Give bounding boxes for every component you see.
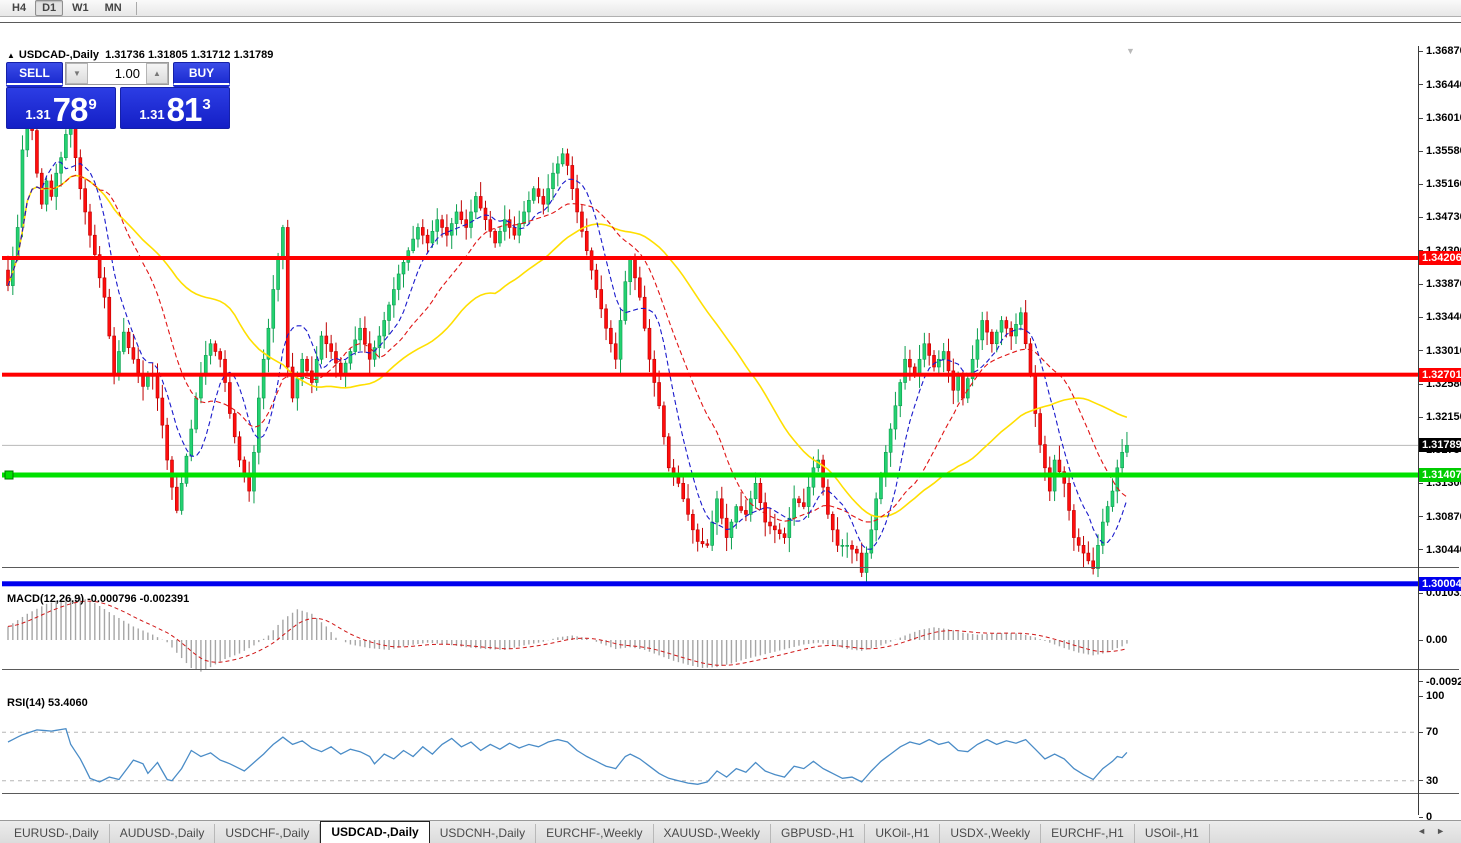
price-tick: 1.36870	[1419, 44, 1461, 58]
tab-scroll-left-icon[interactable]: ◄	[1417, 826, 1437, 836]
volume-input[interactable]	[88, 63, 146, 84]
chart-tab-gbpusd[interactable]: GBPUSD-,H1	[771, 824, 866, 843]
price-tick: 1.36440	[1419, 78, 1461, 92]
main-chart-canvas[interactable]	[2, 46, 1418, 589]
tab-scroll-right-icon[interactable]: ►	[1436, 826, 1455, 836]
timeframe-toolbar: H4 D1 W1 MN	[0, 0, 1461, 17]
chart-tab-usdx[interactable]: USDX-,Weekly	[940, 824, 1042, 843]
price-tick: 1.35160	[1419, 177, 1461, 191]
price-tick: 1.36010	[1419, 111, 1461, 125]
triangle-up-icon: ▲	[7, 51, 15, 60]
volume-increase-button[interactable]: ▲	[146, 63, 168, 84]
macd-tick: -0.009203	[1419, 675, 1461, 689]
chart-tab-xauusd[interactable]: XAUUSD-,Weekly	[654, 824, 771, 843]
chart-tab-ukoil[interactable]: UKOil-,H1	[865, 824, 941, 843]
rsi-tick: 0	[1419, 810, 1432, 824]
sell-button[interactable]: SELL	[6, 62, 63, 85]
toolbar-divider	[135, 1, 137, 15]
sell-price-display[interactable]: 1.31 78 9	[6, 87, 116, 129]
buy-button[interactable]: BUY	[173, 62, 230, 85]
macd-tick: 0.00	[1419, 633, 1447, 647]
rsi-tick: 70	[1419, 725, 1438, 739]
chart-tab-usdchf[interactable]: USDCHF-,Daily	[215, 824, 321, 843]
price-axis-border	[1418, 46, 1419, 815]
timeframe-button-h4[interactable]: H4	[12, 2, 27, 14]
price-level-label: 1.31407	[1419, 468, 1461, 482]
price-tick: 1.35580	[1419, 144, 1461, 158]
chart-tab-audusd[interactable]: AUDUSD-,Daily	[110, 824, 216, 843]
panel-separator[interactable]	[2, 567, 1459, 568]
chart-tab-eurchf[interactable]: EURCHF-,H1	[1041, 824, 1135, 843]
price-tick: 1.30870	[1419, 510, 1461, 524]
timeframe-button-mn[interactable]: MN	[104, 2, 122, 14]
buy-price-big: 81	[166, 91, 203, 128]
chart-tab-eurchf[interactable]: EURCHF-,Weekly	[536, 824, 654, 843]
macd-label: MACD(12,26,9) -0.000796 -0.002391	[7, 593, 190, 605]
chart-tab-eurusd[interactable]: EURUSD-,Daily	[4, 824, 110, 843]
buy-price-sup: 3	[202, 96, 211, 113]
symbol-tab-bar: EURUSD-,Daily AUDUSD-,Daily USDCHF-,Daily U…	[0, 820, 1461, 843]
chart-tab-usdcnh[interactable]: USDCNH-,Daily	[430, 824, 537, 843]
macd-canvas[interactable]	[2, 589, 1418, 691]
ohlc-values: 1.31736 1.31805 1.31712 1.31789	[105, 49, 274, 61]
buy-price-display[interactable]: 1.31 81 3	[120, 87, 230, 129]
symbol-title: ▲ USDCAD-,Daily 1.31736 1.31805 1.31712 1…	[7, 49, 273, 61]
rsi-label: RSI(14) 53.4060	[7, 697, 88, 709]
one-click-trading-widget: SELL ▼ ▲ BUY 1.31 78 9 1.31 81 3	[6, 62, 230, 129]
price-tick: 1.34730	[1419, 210, 1461, 224]
chart-tab-usoil[interactable]: USOil-,H1	[1135, 824, 1210, 843]
price-level-label: 1.30004	[1419, 576, 1461, 591]
price-tick: 1.33010	[1419, 344, 1461, 358]
chart-shift-icon[interactable]: ▼	[1126, 46, 1135, 56]
timeframe-button-d1[interactable]: D1	[35, 0, 64, 16]
rsi-canvas[interactable]	[2, 692, 1418, 816]
panel-separator[interactable]	[2, 669, 1459, 670]
price-tick: 1.32150	[1419, 410, 1461, 424]
volume-decrease-button[interactable]: ▼	[66, 63, 88, 84]
price-level-label: 1.34206	[1419, 251, 1461, 265]
chart-tab-usdcad[interactable]: USDCAD-,Daily	[320, 821, 430, 843]
panel-separator[interactable]	[2, 793, 1459, 794]
sell-price-prefix: 1.31	[25, 107, 51, 122]
price-level-label: 1.31789	[1419, 438, 1461, 453]
timeframe-button-w1[interactable]: W1	[72, 2, 89, 14]
symbol-name: USDCAD-,Daily	[18, 49, 99, 61]
buy-price-prefix: 1.31	[139, 107, 165, 122]
rsi-tick: 100	[1419, 689, 1444, 703]
price-tick: 1.33440	[1419, 310, 1461, 324]
rsi-tick: 30	[1419, 774, 1438, 788]
sell-price-sup: 9	[88, 96, 97, 113]
price-tick: 1.33870	[1419, 277, 1461, 291]
volume-spinner: ▼ ▲	[65, 62, 169, 85]
sell-price-big: 78	[52, 91, 89, 128]
chart-window: ▲ USDCAD-,Daily 1.31736 1.31805 1.31712 1…	[0, 22, 1461, 832]
price-level-label: 1.32701	[1419, 367, 1461, 382]
